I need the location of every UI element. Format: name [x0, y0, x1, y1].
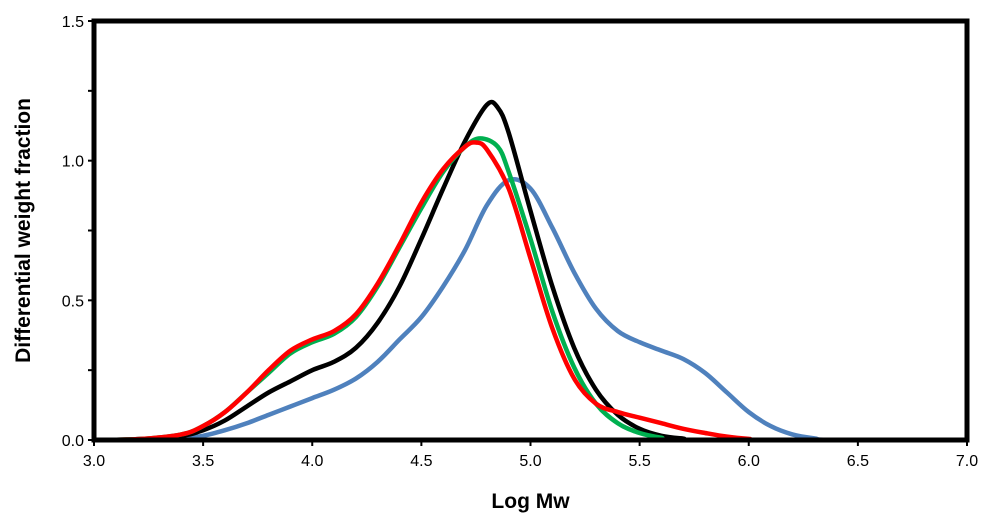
series-layer [93, 99, 967, 443]
x-tick-label: 6.5 [847, 453, 869, 470]
series-line-4 [93, 140, 967, 443]
ticks-layer [88, 20, 968, 446]
x-tick-label: 3.5 [192, 453, 214, 470]
y-axis-title: Differential weight fraction [12, 98, 35, 363]
y-tick-label: 0.0 [62, 433, 84, 450]
x-axis-title: Log Mw [491, 490, 570, 513]
x-tick-label: 7.0 [956, 453, 978, 470]
plot-frame [91, 18, 970, 443]
x-tick-label: 3.0 [83, 453, 105, 470]
labels-layer: 3.0 3.5 4.0 4.5 5.0 5.5 6.0 6.5 7.0 0.0 0.5 1.0 1.5 [62, 14, 978, 470]
x-tick-label: 6.0 [738, 453, 760, 470]
y-tick-label: 1.5 [62, 14, 84, 31]
series-line-2 [93, 99, 967, 443]
x-tick-label: 4.5 [410, 453, 432, 470]
x-tick-label: 5.0 [519, 453, 541, 470]
x-tick-label: 5.5 [629, 453, 651, 470]
x-tick-label: 4.0 [301, 453, 323, 470]
y-tick-label: 1.0 [62, 154, 84, 171]
y-tick-label: 0.5 [62, 293, 84, 310]
series-line-3 [93, 136, 967, 443]
series-line-1 [94, 176, 967, 443]
